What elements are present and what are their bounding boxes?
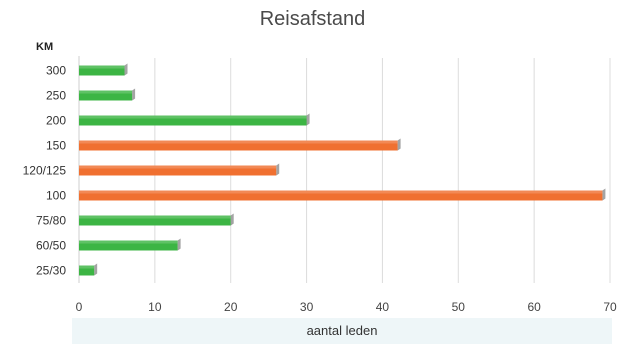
- x-axis-label-box: [72, 318, 612, 344]
- x-tick-label: 0: [76, 300, 83, 314]
- bar: [79, 90, 133, 101]
- bar: [79, 190, 603, 201]
- bar-highlight: [79, 65, 125, 69]
- bar: [79, 115, 307, 126]
- bar-depth: [132, 88, 136, 101]
- x-tick-label: 20: [224, 300, 238, 314]
- bar-highlight: [79, 190, 603, 194]
- bar-highlight: [79, 215, 231, 219]
- bar: [79, 215, 231, 226]
- y-category-label: 150: [46, 139, 66, 153]
- x-tick-label: 70: [603, 300, 617, 314]
- bar-highlight: [79, 265, 95, 269]
- y-axis-title: KM: [36, 41, 54, 53]
- y-category-label: 300: [46, 64, 66, 78]
- bar-highlight: [79, 90, 133, 94]
- bar-depth: [276, 163, 280, 176]
- bar-highlight: [79, 140, 398, 144]
- bar-depth: [230, 213, 234, 226]
- bar-depth: [602, 188, 606, 201]
- bar-highlight: [79, 115, 307, 119]
- x-tick-label: 40: [376, 300, 390, 314]
- bar: [79, 265, 95, 276]
- y-category-label: 100: [46, 189, 66, 203]
- bar-depth: [306, 113, 310, 126]
- bar-highlight: [79, 165, 277, 169]
- bar-depth: [177, 238, 181, 251]
- y-category-label: 60/50: [36, 239, 66, 253]
- y-category-label: 25/30: [36, 264, 66, 278]
- bar-depth: [397, 138, 401, 151]
- y-category-label: 120/125: [23, 164, 67, 178]
- x-tick-label: 10: [148, 300, 162, 314]
- bar: [79, 165, 277, 176]
- y-category-label: 250: [46, 89, 66, 103]
- y-category-label: 200: [46, 114, 66, 128]
- bar-depth: [94, 263, 98, 276]
- chart-title: Reisafstand: [259, 8, 366, 30]
- bar: [79, 65, 125, 76]
- bar: [79, 240, 178, 251]
- y-category-label: 75/80: [36, 214, 66, 228]
- bar-depth: [124, 63, 128, 76]
- bar: [79, 140, 398, 151]
- x-tick-label: 50: [452, 300, 466, 314]
- x-tick-label: 60: [527, 300, 541, 314]
- x-axis-title: aantal leden: [306, 323, 378, 338]
- x-tick-label: 30: [300, 300, 314, 314]
- bar-highlight: [79, 240, 178, 244]
